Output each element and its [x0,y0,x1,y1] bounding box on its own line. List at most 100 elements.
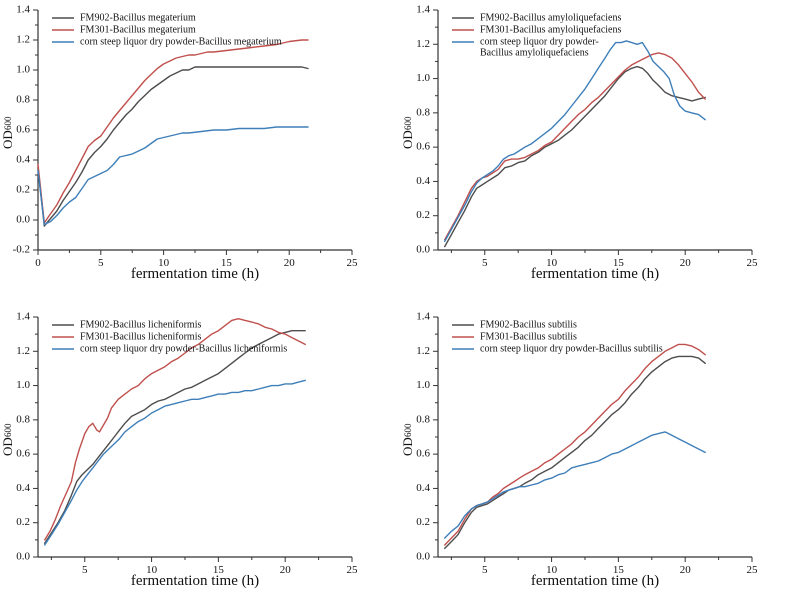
y-tick-label: 0.6 [16,124,30,136]
series-line [44,317,306,541]
x-axis-title: fermentation time (h) [130,266,260,282]
legend-label: Bacillus amyloliquefaciens [480,47,589,58]
y-tick-label: 1.0 [416,72,430,84]
series-line [444,431,706,539]
x-tick-label: 5 [82,564,88,576]
y-tick-label: 1.4 [16,4,30,16]
y-tick-label: 0.8 [16,94,30,106]
y-axis-title-sub: 600 [3,423,13,437]
y-tick-label: 0.0 [16,214,30,226]
y-tick-label: -0.2 [13,244,30,256]
legend-label: FM902-Bacillus amyloliquefaciens [480,12,621,23]
y-tick-label: 1.0 [416,379,430,391]
series-line [37,126,309,226]
x-tick-label: 15 [613,564,625,576]
x-tick-label: 25 [747,564,759,576]
y-tick-label: 0.4 [16,154,30,166]
y-axis-title-main: OD [400,436,415,456]
y-tick-label: 0.0 [16,551,30,563]
y-tick-label: 0.2 [416,209,430,221]
x-tick-label: 10 [546,564,558,576]
x-tick-label: 25 [347,564,359,576]
series-line [44,330,306,545]
x-tick-label: 10 [546,257,558,269]
y-tick-label: 0.4 [416,482,430,494]
x-tick-label: 15 [613,257,625,269]
y-tick-label: 0.4 [416,175,430,187]
x-tick-label: 5 [482,564,488,576]
y-tick-label: 0.8 [416,106,430,118]
y-tick-label: 1.2 [16,345,30,357]
y-tick-label: 1.2 [416,345,430,357]
y-tick-label: 1.4 [416,4,430,16]
legend-label: corn steep liquor dry powder-Bacillus su… [480,343,663,354]
series-line [444,343,706,546]
y-tick-label: 1.0 [16,64,30,76]
series-line [444,52,706,241]
x-tick-label: 20 [680,564,692,576]
legend-label: FM902-Bacillus licheniformis [80,319,201,330]
x-tick-label: 20 [280,564,292,576]
y-tick-label: 1.0 [16,379,30,391]
y-axis-title-sub: 600 [403,423,413,437]
y-tick-label: 0.2 [16,184,30,196]
y-tick-label: 0.8 [16,413,30,425]
chart-bacillus-subtilis: 5 10 15 20 25 0.0 0.2 0.4 0.6 0.8 1.0 1.2 1.4 FM902-B… [400,307,800,614]
y-axis-title: OD 600 [0,367,16,512]
x-tick-label: 20 [680,257,692,269]
series-line [444,355,706,550]
x-tick-label: 0 [35,257,41,269]
y-tick-label: 1.4 [16,311,30,323]
x-tick-label: 25 [747,257,759,269]
x-tick-label: 10 [146,564,158,576]
chart-bacillus-megaterium: 0 5 10 15 20 25 -0.2 0.0 0.2 0.4 0.6 0.8 1.0 1.2 1.4 FM… [0,0,400,307]
y-tick-label: 0.0 [416,244,430,256]
y-tick-label: 0.0 [416,551,430,563]
y-tick-label: 0.2 [16,516,30,528]
legend-label: FM301-Bacillus megaterium [80,24,196,35]
x-tick-label: 15 [213,564,225,576]
y-axis-title-main: OD [400,129,415,149]
y-tick-label: 0.6 [416,141,430,153]
legend-label: FM301-Bacillus amyloliquefaciens [480,24,621,35]
y-tick-label: 1.2 [16,34,30,46]
series-line [444,40,706,243]
y-axis-title: OD 600 [400,60,416,205]
chart-bacillus-licheniformis: 5 10 15 20 25 0.0 0.2 0.4 0.6 0.8 1.0 1.2 1.4 FM902-B… [0,307,400,614]
x-tick-label: 25 [347,257,359,269]
x-tick-label: 5 [482,257,488,269]
series-line [44,379,306,546]
plot-bacillus-amyloliquefaciens: 5 10 15 20 25 0.0 0.2 0.4 0.6 0.8 1.0 1.2 1.4 FM902-B… [416,4,759,270]
legend-label: corn steep liquor dry powder- [480,36,599,47]
x-axis-title: fermentation time (h) [530,573,660,589]
x-tick-label: 10 [158,257,170,269]
plot-bacillus-subtilis: 5 10 15 20 25 0.0 0.2 0.4 0.6 0.8 1.0 1.2 1.4 FM902-B… [416,311,759,577]
y-tick-label: 1.4 [416,311,430,323]
chart-bacillus-amyloliquefaciens: 5 10 15 20 25 0.0 0.2 0.4 0.6 0.8 1.0 1.2 1.4 FM902-B… [400,0,800,307]
legend-label: FM301-Bacillus subtilis [480,331,577,342]
plot-bacillus-licheniformis: 5 10 15 20 25 0.0 0.2 0.4 0.6 0.8 1.0 1.2 1.4 FM902-B… [16,311,359,577]
y-axis-title: OD 600 [0,60,16,205]
x-tick-label: 20 [284,257,296,269]
legend-label: corn steep liquor dry powder-Bacillus me… [80,36,282,47]
series-line [37,39,309,224]
y-tick-label: 0.4 [16,482,30,494]
x-axis-title: fermentation time (h) [530,266,660,282]
x-tick-label: 5 [98,257,104,269]
series-line [444,65,706,248]
x-axis-title: fermentation time (h) [130,573,260,589]
series-line [37,66,309,227]
y-tick-label: 1.2 [416,38,430,50]
legend-label: FM902-Bacillus megaterium [80,12,196,23]
legend-label: FM902-Bacillus subtilis [480,319,577,330]
legend-label: corn steep liquor dry powder-Bacillus li… [80,343,287,354]
plot-bacillus-megaterium: 0 5 10 15 20 25 -0.2 0.0 0.2 0.4 0.6 0.8 1.0 1.2 1.4 FM… [13,4,359,270]
y-axis-title-sub: 600 [403,116,413,130]
y-tick-label: 0.6 [416,448,430,460]
y-tick-label: 0.6 [16,448,30,460]
y-axis-title-sub: 600 [3,116,13,130]
y-axis-title: OD 600 [400,367,416,512]
x-tick-label: 15 [221,257,233,269]
legend-label: FM301-Bacillus licheniformis [80,331,201,342]
